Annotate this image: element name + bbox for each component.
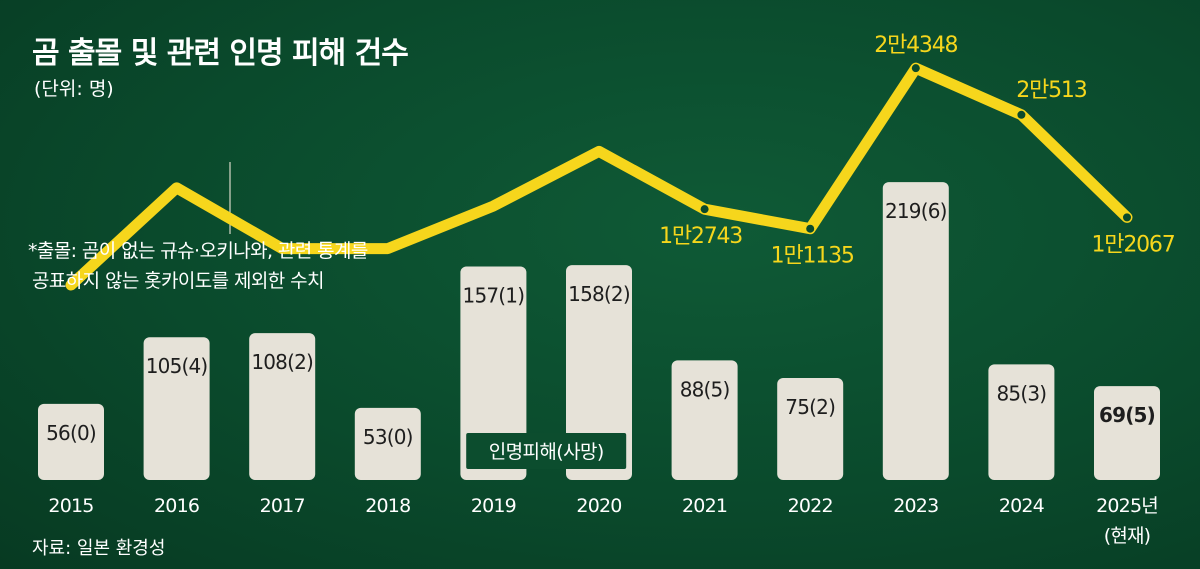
legend-box [466,433,627,469]
bar-label-2019: 157(1) [463,283,525,307]
bar-label-2017: 108(2) [251,350,313,374]
x-tick-2020: 2020 [576,495,621,517]
bar-2020 [566,265,632,480]
line-point-2022 [806,224,815,233]
bar-2019 [460,266,527,480]
x-tick-2018: 2018 [365,495,410,517]
sightings-line [65,62,1133,291]
legend-label: 인명피해(사망) [489,441,604,463]
bar-2017 [249,333,316,480]
line-point-2025년 [1123,213,1131,222]
x-tick-2024: 2024 [999,495,1045,517]
line-label-2021: 1만2743 [659,224,742,249]
chart-title: 곰 출몰 및 관련 인명 피해 건수 [32,36,409,71]
x-tick-2023: 2023 [893,495,938,517]
bar-2015 [38,403,104,480]
x-tick-2025년: 2025년 [1096,495,1158,517]
x-tick-2019: 2019 [471,495,516,517]
bar-2024 [988,364,1055,480]
line-point-2021 [700,205,709,214]
bar-label-2025년: 69(5) [1099,403,1155,427]
bar-2022 [777,378,844,480]
line-label-2022: 1만1135 [771,244,854,269]
line-label-2023: 2만4348 [874,33,957,58]
x-tick-2021: 2021 [682,495,727,517]
footnote-line-2: 공표하지 않는 홋카이도를 제외한 수치 [32,270,324,292]
bar-2016 [143,337,210,480]
bar-label-2016: 105(4) [146,354,208,378]
bar-2025년 [1094,386,1160,480]
line-label-2024: 2만513 [1016,78,1086,103]
line-point-2024 [1017,110,1026,119]
x-tick-2016: 2016 [154,495,199,517]
x-tick-2015: 2015 [48,495,93,517]
unit-label: (단위: 명) [34,78,114,100]
footnote: *출몰: 곰이 없는 규슈·오키나와, 관련 통계를 공표하지 않는 홋카이도를… [28,236,368,296]
bar-label-2021: 88(5) [680,377,730,401]
bar-2018 [354,407,421,480]
source-label: 자료: 일본 환경성 [32,538,166,559]
bar-label-2022: 75(2) [785,395,835,419]
bar-label-2023: 219(6) [885,199,947,223]
bar-label-2020: 158(2) [568,282,630,306]
bar-2023 [882,182,949,480]
x-sublabel-2025년: (현재) [1104,525,1151,547]
x-tick-2017: 2017 [260,495,305,517]
bar-label-2018: 53(0) [363,425,413,449]
footnote-line-1: *출몰: 곰이 없는 규슈·오키나와, 관련 통계를 [28,240,368,262]
bar-label-2015: 56(0) [46,421,96,445]
x-tick-2022: 2022 [788,495,833,517]
line-point-2023 [911,64,920,73]
bar-label-2024: 85(3) [997,381,1047,405]
line-label-2025년: 1만2067 [1091,232,1174,257]
bar-2021 [671,360,738,480]
